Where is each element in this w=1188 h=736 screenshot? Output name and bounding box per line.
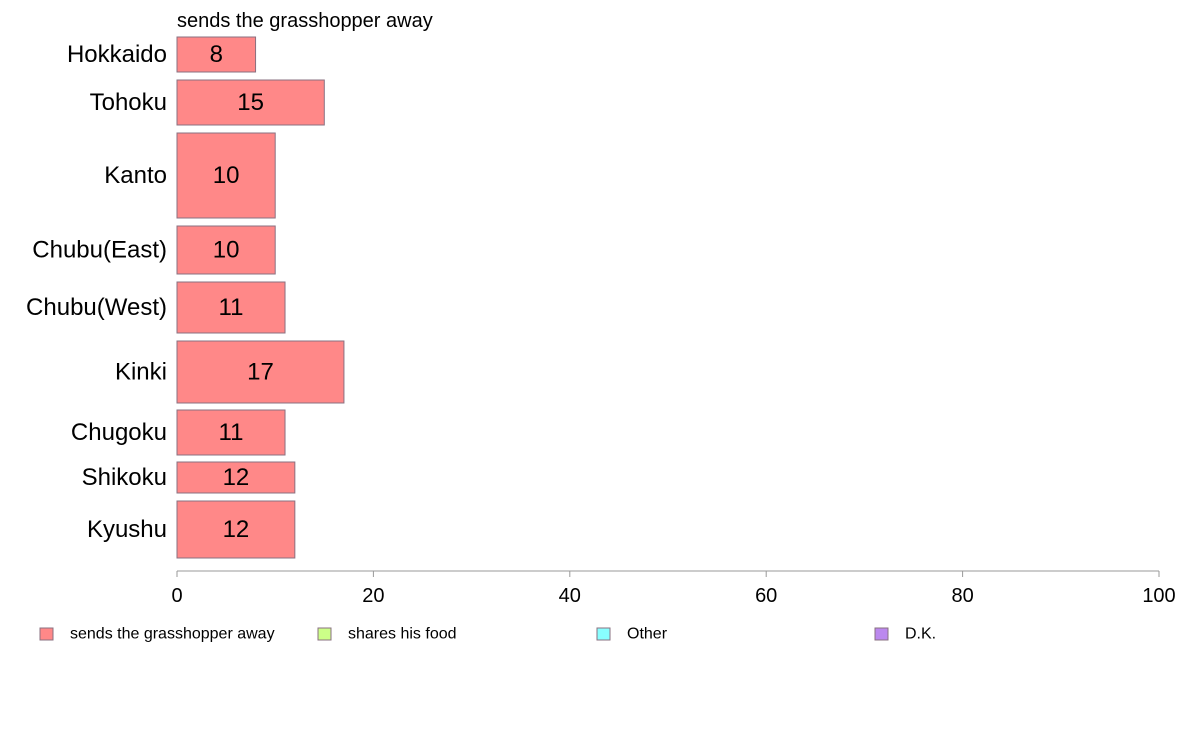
category-label: Chubu(East) bbox=[32, 237, 167, 264]
legend-label: shares his food bbox=[348, 626, 457, 643]
data-label: 10 bbox=[213, 162, 240, 189]
bars-layer: Hokkaido 8 Tohoku 15 Kanto 10 Chubu(East) 10 Chu… bbox=[26, 36, 345, 559]
x-axis: 0 20 40 60 80 100 bbox=[171, 570, 1176, 607]
data-label: 10 bbox=[213, 237, 240, 264]
bar bbox=[176, 340, 345, 404]
category-label: Chugoku bbox=[71, 419, 167, 446]
bar bbox=[176, 132, 276, 219]
data-label: 11 bbox=[219, 294, 244, 321]
category-label: Kanto bbox=[104, 162, 167, 189]
legend-label: Other bbox=[627, 626, 668, 643]
category-label: Hokkaido bbox=[67, 41, 167, 68]
bar bbox=[176, 225, 276, 275]
data-label: 12 bbox=[223, 516, 250, 543]
legend-label: sends the grasshopper away bbox=[70, 626, 275, 643]
legend-swatch bbox=[317, 627, 332, 641]
chart-title: sends the grasshopper away bbox=[177, 10, 433, 32]
data-label: 11 bbox=[219, 419, 244, 446]
bar bbox=[176, 461, 296, 494]
data-label: 17 bbox=[247, 359, 274, 386]
bar bbox=[176, 281, 286, 334]
x-tick-label: 80 bbox=[951, 585, 973, 607]
category-label: Shikoku bbox=[82, 464, 167, 491]
category-label: Kinki bbox=[115, 359, 167, 386]
x-tick-label: 0 bbox=[171, 585, 182, 607]
x-tick-label: 20 bbox=[362, 585, 384, 607]
bar bbox=[176, 500, 296, 559]
legend-swatch bbox=[874, 627, 889, 641]
data-label: 15 bbox=[237, 89, 264, 116]
bar bbox=[176, 409, 286, 456]
data-label: 8 bbox=[210, 41, 223, 68]
category-label: Kyushu bbox=[87, 516, 167, 543]
bar bbox=[176, 79, 325, 126]
legend-swatch bbox=[596, 627, 611, 641]
legend-swatch bbox=[39, 627, 54, 641]
category-label: Chubu(West) bbox=[26, 294, 167, 321]
x-tick-label: 60 bbox=[755, 585, 777, 607]
x-tick-label: 100 bbox=[1142, 585, 1175, 607]
bar bbox=[176, 36, 257, 73]
legend: sends the grasshopper away shares his foo… bbox=[39, 626, 936, 643]
legend-label: D.K. bbox=[905, 626, 936, 643]
x-tick-label: 40 bbox=[559, 585, 581, 607]
category-label: Tohoku bbox=[90, 89, 167, 116]
data-label: 12 bbox=[223, 464, 250, 491]
